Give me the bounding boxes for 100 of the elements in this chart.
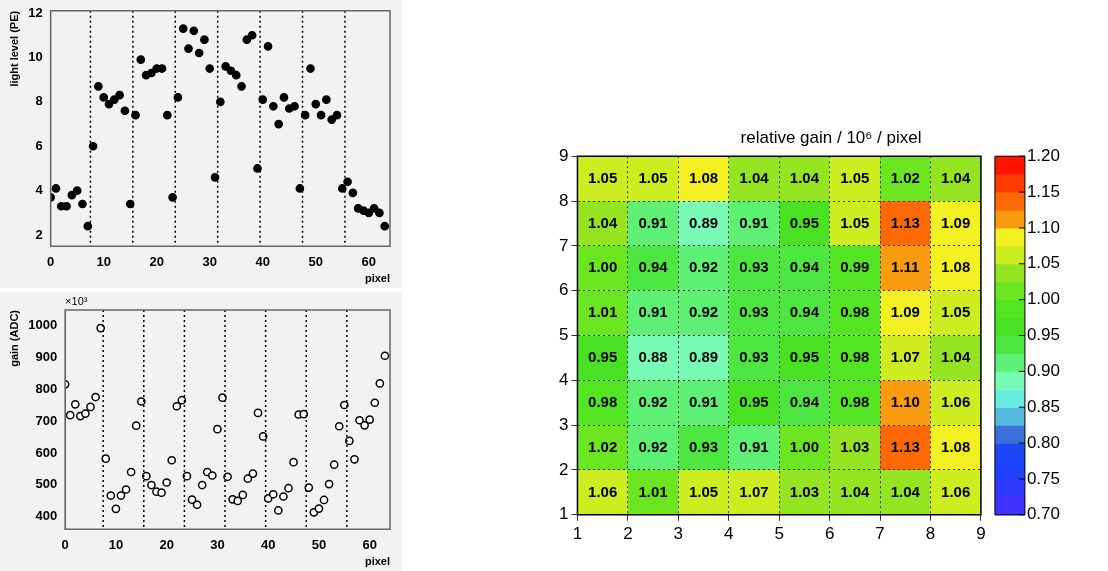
data-label: 0.92: [688, 258, 719, 276]
color-bar-label: 1.10: [1026, 217, 1061, 237]
data-label: 1.07: [890, 348, 920, 366]
color-bar-label: 1.00: [1026, 289, 1061, 309]
color-bar-label: 0.90: [1026, 361, 1061, 381]
y-axis-title: light level (PE): [7, 10, 20, 87]
data-label: 1.04: [739, 168, 770, 186]
x-tick-label: 4: [724, 523, 734, 543]
y-tick-label: 1: [558, 504, 569, 524]
data-label: 0.89: [688, 348, 719, 366]
y-tick-label: 5: [558, 325, 569, 345]
x-tick-label: 40: [260, 536, 276, 552]
x-tick-label: 10: [108, 536, 124, 552]
y-tick-label: 600: [35, 444, 58, 460]
x-tick-label: 40: [255, 253, 270, 269]
y-tick-label: 8: [558, 190, 569, 210]
data-label: 0.92: [638, 437, 668, 455]
data-label: 0.93: [739, 303, 769, 321]
data-label: 0.94: [789, 392, 820, 410]
data-label: 1.13: [890, 213, 920, 231]
x-tick-label: 60: [361, 253, 377, 269]
data-label: 1.02: [890, 168, 920, 186]
data-label: 1.08: [688, 168, 719, 186]
x-tick-label: 7: [875, 523, 885, 543]
data-label: 0.98: [840, 392, 870, 410]
x-tick-label: 30: [210, 536, 225, 552]
data-label: 1.05: [588, 168, 618, 186]
x-tick-label: 20: [159, 536, 174, 552]
data-label: 1.01: [638, 482, 668, 500]
data-label: 0.91: [739, 213, 769, 231]
y-tick-label: 4: [558, 370, 569, 390]
data-label: 1.09: [890, 303, 920, 321]
y-tick-label: 700: [35, 412, 58, 428]
y-tick-label: 6: [558, 280, 569, 300]
data-label: 1.05: [840, 213, 870, 231]
y-tick-label: 7: [558, 235, 569, 255]
x-tick-label: 10: [96, 253, 111, 269]
data-label: 0.93: [739, 258, 769, 276]
data-label: 1.02: [588, 437, 618, 455]
data-label: 0.89: [688, 213, 719, 231]
x-tick-label: 2: [623, 523, 633, 543]
data-label: 1.04: [588, 213, 618, 231]
data-label: 1.05: [638, 168, 668, 186]
x-tick-label: 0: [47, 253, 55, 269]
data-label: 0.95: [789, 213, 819, 231]
y-tick-label: 3: [558, 414, 569, 434]
color-bar-label: 1.15: [1026, 181, 1061, 201]
data-label: 0.94: [789, 303, 820, 321]
data-label: 1.09: [941, 213, 971, 231]
y-tick-label: 1000: [28, 317, 58, 333]
data-label: 1.01: [588, 303, 618, 321]
color-bar-label: 0.75: [1026, 468, 1061, 488]
x-tick-label: 50: [308, 253, 323, 269]
data-label: 0.92: [688, 303, 719, 321]
y-tick-label: 10: [28, 49, 43, 65]
color-bar-label: 1.05: [1026, 253, 1061, 273]
y-tick-label: 9: [558, 145, 569, 165]
data-label: 1.05: [688, 482, 719, 500]
x-tick-label: 8: [925, 523, 936, 543]
y-tick-label: 6: [35, 137, 43, 153]
data-label: 0.91: [638, 303, 668, 321]
data-label: 0.91: [638, 213, 668, 231]
data-label: 1.03: [789, 482, 819, 500]
color-bar-label: 0.85: [1026, 396, 1061, 416]
x-tick-label: 5: [774, 523, 784, 543]
y-tick-label: 2: [35, 226, 43, 242]
data-label: 0.98: [840, 303, 870, 321]
data-label: 0.93: [688, 437, 719, 455]
data-label: 0.95: [739, 392, 769, 410]
data-label: 1.00: [789, 437, 819, 455]
data-label: 0.92: [638, 392, 668, 410]
data-label: 1.06: [941, 482, 971, 500]
data-label: 1.11: [891, 258, 920, 276]
color-bar-label: 0.70: [1026, 504, 1061, 524]
color-bar-label: 0.95: [1026, 325, 1061, 345]
data-label: 0.93: [739, 348, 769, 366]
data-label: 0.98: [840, 348, 870, 366]
color-bar-label: 1.20: [1026, 145, 1061, 165]
x-tick-label: 0: [61, 536, 69, 552]
text: ×10³: [65, 294, 88, 307]
y-tick-label: 8: [35, 93, 43, 109]
data-label: 1.00: [588, 258, 618, 276]
data-label: 1.05: [840, 168, 870, 186]
x-tick-label: 3: [673, 523, 684, 543]
x-tick-label: 6: [824, 523, 835, 543]
y-tick-label: 12: [28, 4, 43, 20]
data-label: 1.04: [941, 168, 971, 186]
x-tick-label: 20: [149, 253, 164, 269]
y-tick-label: 400: [35, 508, 58, 524]
data-label: 0.95: [588, 348, 618, 366]
data-label: 1.04: [941, 348, 971, 366]
x-tick-label: 30: [202, 253, 217, 269]
data-label: 0.91: [739, 437, 769, 455]
data-label: 0.94: [789, 258, 820, 276]
y-tick-label: 2: [558, 459, 569, 479]
data-label: 1.08: [941, 258, 971, 276]
data-label: 1.06: [941, 392, 971, 410]
data-label: 0.91: [688, 392, 719, 410]
x-tick-label: 50: [311, 536, 327, 552]
y-tick-label: 900: [35, 349, 58, 365]
